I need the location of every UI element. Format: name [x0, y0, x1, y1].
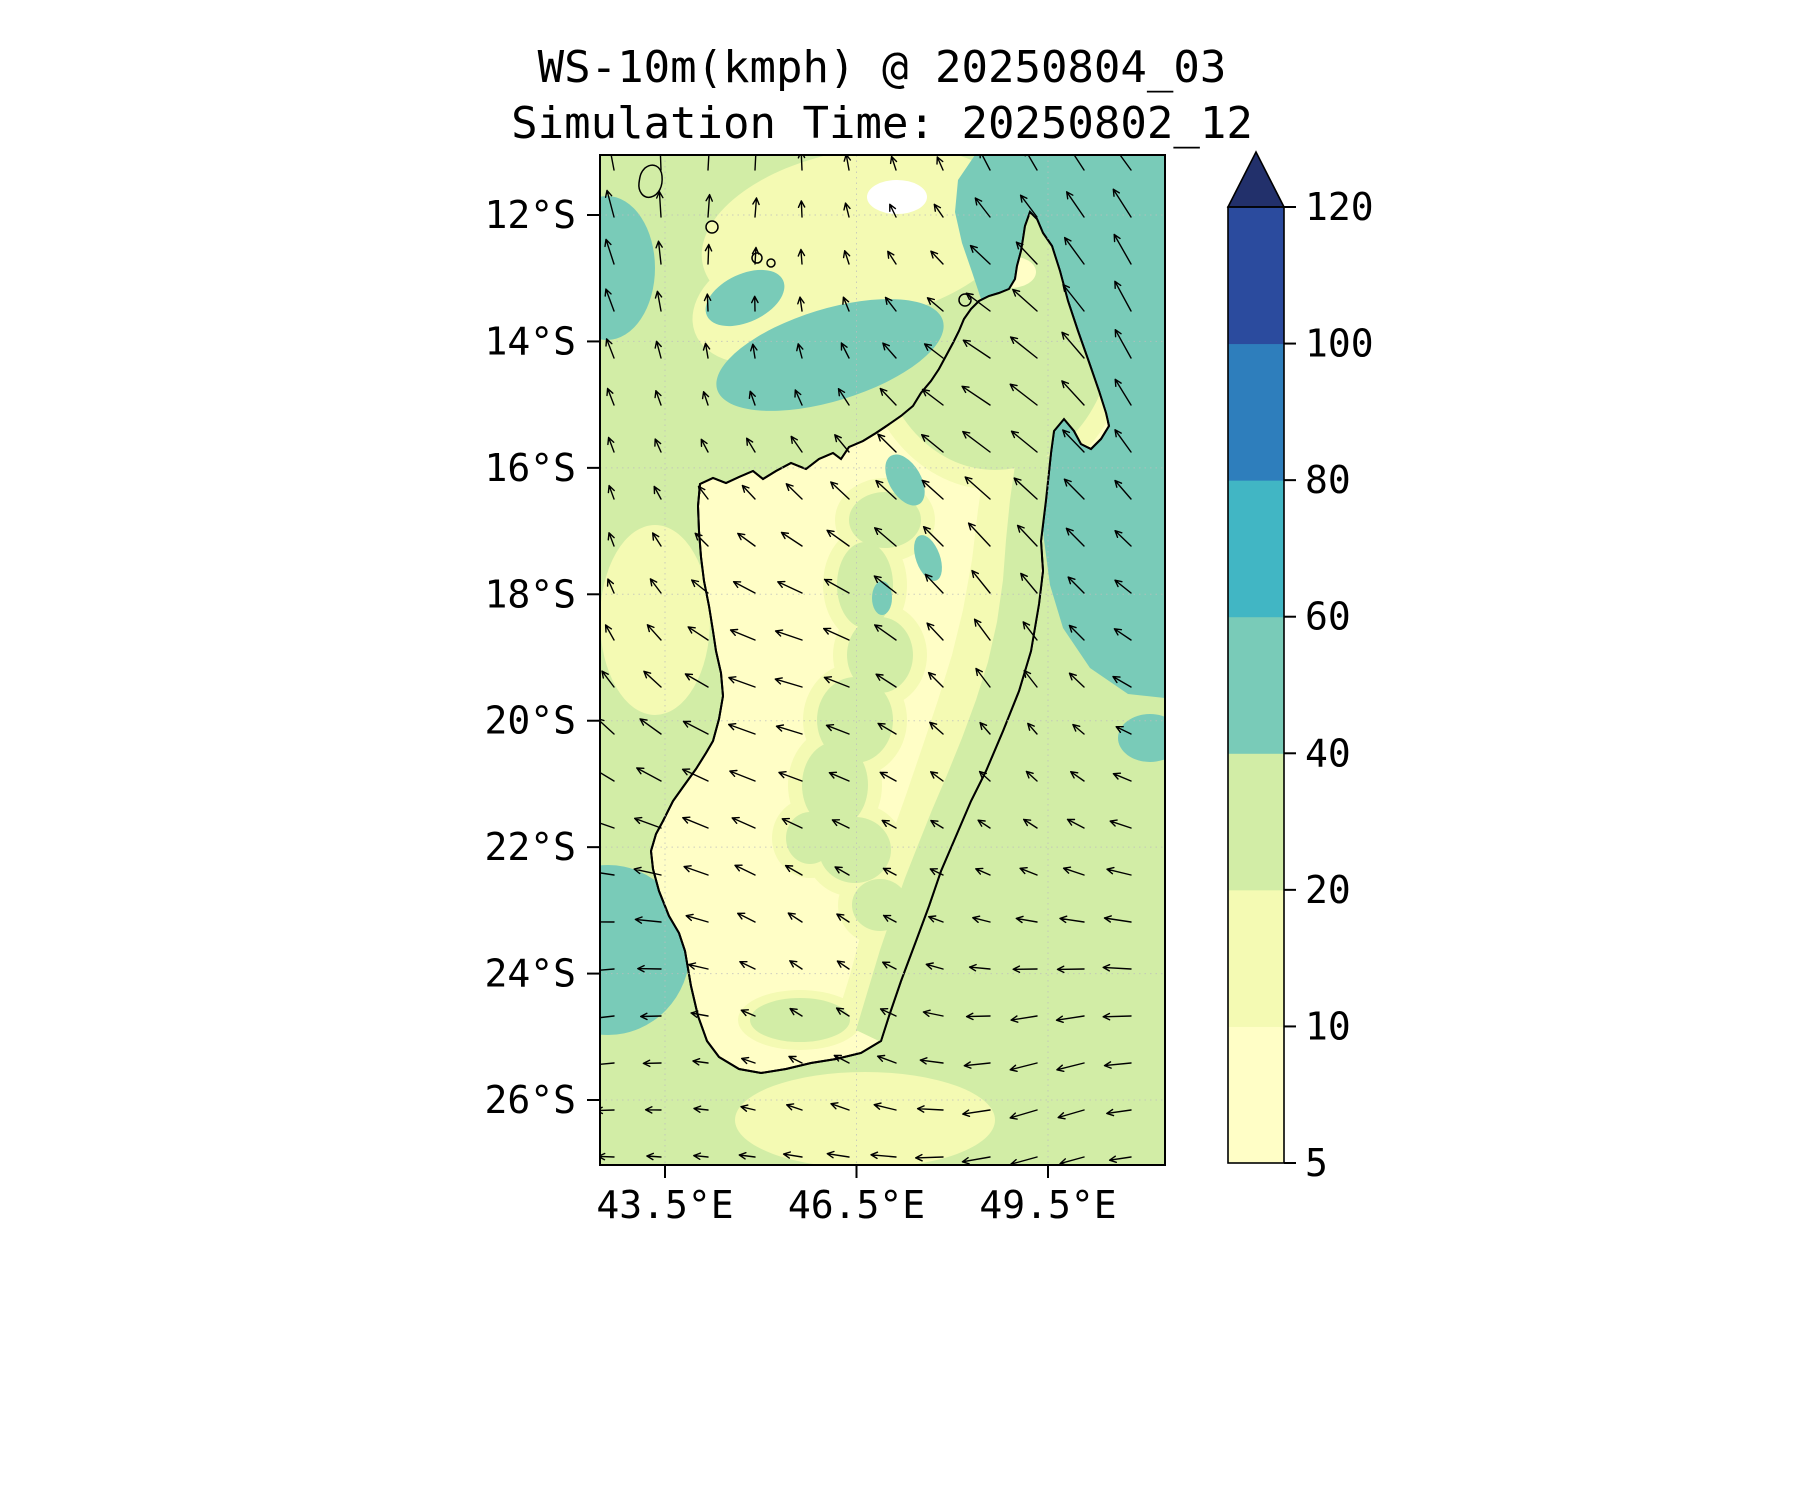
colorbar-band: [1228, 207, 1284, 345]
x-tick-label: 46.5°E: [788, 1183, 925, 1227]
y-tick-label: 26°S: [484, 1078, 576, 1122]
colorbar-tick-label: 40: [1305, 731, 1351, 775]
calm-spot: [867, 180, 927, 214]
y-tick-label: 18°S: [484, 572, 576, 616]
y-tick-label: 16°S: [484, 446, 576, 490]
colorbar-tick-label: 60: [1305, 595, 1351, 639]
colorbar-tick-label: 120: [1305, 185, 1374, 229]
colorbar-band: [1228, 1026, 1284, 1164]
colorbar-band: [1228, 616, 1284, 754]
colorbar-outline: [1227, 206, 1285, 1164]
y-tick-label: 12°S: [484, 193, 576, 237]
y-tick-label: 24°S: [484, 952, 576, 996]
colorbar-tick-label: 20: [1305, 868, 1351, 912]
small-islands: [638, 164, 972, 307]
figure-title: WS-10m(kmph) @ 20250804_03: [538, 42, 1227, 93]
colorbar-band: [1228, 343, 1284, 481]
colorbar-extend-triangle: [1226, 150, 1286, 208]
colorbar-tick-label: 5: [1305, 1141, 1328, 1185]
colorbar-tick-label: 10: [1305, 1004, 1351, 1048]
wind-quiver-arrows: [600, 155, 1132, 1165]
x-tick-label: 43.5°E: [596, 1183, 733, 1227]
map-area: [600, 155, 1165, 1165]
gridlines: [600, 155, 1165, 1165]
colorbar-band: [1228, 889, 1284, 1027]
figure-subtitle: Simulation Time: 20250802_12: [511, 98, 1253, 149]
x-axis: 43.5°E 46.5°E 49.5°E: [596, 1165, 1117, 1227]
madagascar-coastline: [649, 210, 1111, 1075]
x-tick-label: 49.5°E: [979, 1183, 1116, 1227]
colorbar: 5 10 20 40 60 80 100 120: [1226, 150, 1374, 1185]
colorbar-band: [1228, 480, 1284, 618]
colorbar-tick-label: 100: [1305, 322, 1374, 366]
colorbar-tick-label: 80: [1305, 458, 1351, 502]
y-axis: 12°S 14°S 16°S 18°S 20°S 22°S 24°S 26°S: [484, 193, 600, 1122]
colorbar-band: [1228, 753, 1284, 891]
y-tick-label: 14°S: [484, 319, 576, 363]
map-border: [599, 154, 1166, 1166]
y-tick-label: 20°S: [484, 699, 576, 743]
y-tick-label: 22°S: [484, 825, 576, 869]
